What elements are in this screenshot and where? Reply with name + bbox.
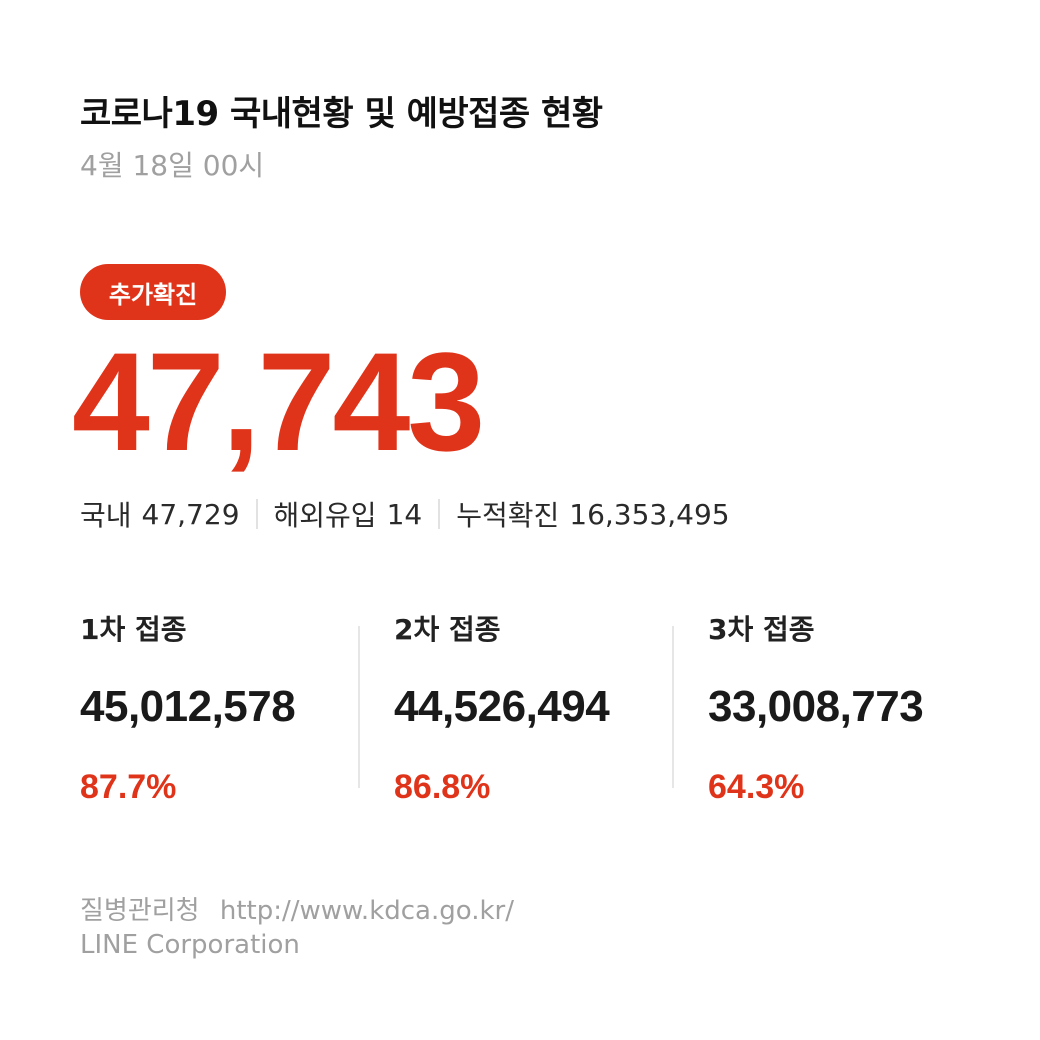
dose-percent: 86.8%	[394, 768, 491, 806]
vaccination-dose-3: 3차 접종 33,008,773 64.3%	[708, 608, 1008, 807]
source-link[interactable]: http://www.kdca.go.kr/	[219, 896, 514, 926]
overseas-value: 14	[386, 497, 423, 531]
dose-count: 33,008,773	[708, 682, 924, 731]
dose-count: 45,012,578	[80, 682, 296, 731]
breakdown-divider	[438, 499, 441, 529]
case-breakdown: 국내 47,729 해외유입 14 누적확진 16,353,495	[80, 494, 730, 534]
page-title: 코로나19 국내현황 및 예방접종 현황	[80, 94, 603, 134]
breakdown-divider	[255, 499, 258, 529]
cumulative-label: 누적확진	[456, 499, 560, 532]
vaccination-dose-2: 2차 접종 44,526,494 86.8%	[394, 608, 694, 807]
new-cases-count: 47,743	[72, 323, 485, 480]
domestic-label: 국내	[80, 499, 132, 532]
dose-count: 44,526,494	[394, 682, 610, 731]
report-date: 4월 18일 00시	[80, 149, 265, 182]
dose-label: 3차 접종	[708, 613, 815, 646]
source-line: 질병관리청 http://www.kdca.go.kr/	[80, 890, 514, 927]
new-cases-badge: 추가확진	[80, 264, 226, 320]
column-divider	[358, 626, 360, 788]
dose-label: 1차 접종	[80, 613, 187, 646]
dose-percent: 87.7%	[80, 768, 177, 806]
column-divider	[672, 626, 674, 788]
cumulative-value: 16,353,495	[569, 497, 730, 531]
domestic-value: 47,729	[141, 497, 240, 531]
overseas-label: 해외유입	[273, 499, 377, 532]
dose-percent: 64.3%	[708, 768, 805, 806]
vaccination-dose-1: 1차 접종 45,012,578 87.7%	[80, 608, 380, 807]
company-credit: LINE Corporation	[80, 930, 300, 960]
source-name: 질병관리청	[80, 896, 200, 926]
dose-label: 2차 접종	[394, 613, 501, 646]
